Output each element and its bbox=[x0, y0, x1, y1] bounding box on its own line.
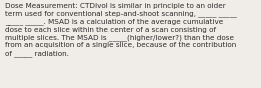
Text: Dose Measurement: CTDIvol is similar in principle to an older
term used for conv: Dose Measurement: CTDIvol is similar in … bbox=[5, 3, 236, 57]
